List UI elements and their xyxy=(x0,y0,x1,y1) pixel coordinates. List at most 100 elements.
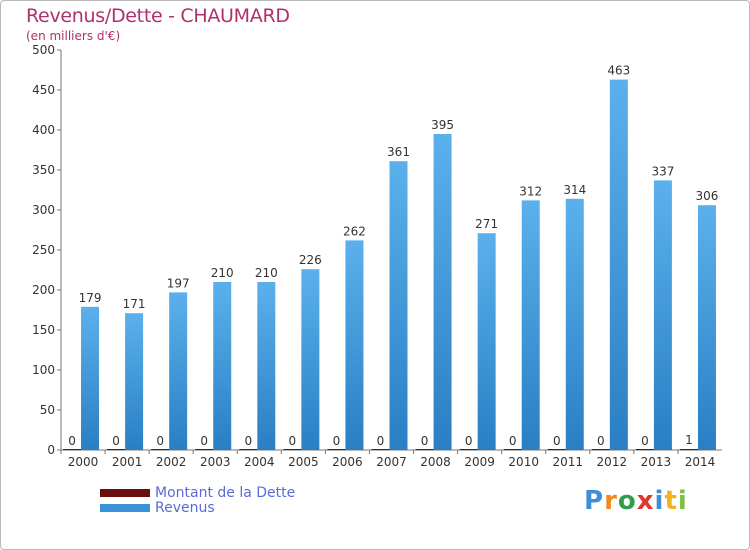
bar-revenus xyxy=(609,79,628,450)
bar-revenus xyxy=(81,306,100,450)
legend-label-dette: Montant de la Dette xyxy=(155,485,296,501)
logo-letter: t xyxy=(664,486,678,516)
data-label-dette: 0 xyxy=(156,434,164,448)
bar-dette xyxy=(547,449,566,450)
y-tick-label: 0 xyxy=(47,443,55,457)
data-label-revenus: 210 xyxy=(255,266,278,280)
data-label-dette: 0 xyxy=(465,434,473,448)
y-tick-label: 500 xyxy=(32,43,55,57)
bar-dette xyxy=(63,449,82,450)
y-tick-label: 150 xyxy=(32,323,55,337)
bar-revenus xyxy=(125,313,144,450)
bar-revenus xyxy=(653,180,672,450)
chart-subtitle: (en milliers d'€) xyxy=(26,29,121,43)
data-label-dette: 0 xyxy=(597,434,605,448)
data-label-revenus: 463 xyxy=(607,64,630,78)
data-label-revenus: 395 xyxy=(431,118,454,132)
legend-swatch-revenus xyxy=(100,504,150,512)
data-label-revenus: 271 xyxy=(475,217,498,231)
logo-letter: i xyxy=(677,486,688,516)
x-tick-label: 2006 xyxy=(332,455,363,469)
bar-dette xyxy=(415,449,434,450)
data-label-revenus: 197 xyxy=(167,276,190,290)
data-label-dette: 0 xyxy=(553,434,561,448)
bar-dette xyxy=(195,449,214,450)
bar-revenus xyxy=(477,233,496,450)
logo-letter: r xyxy=(604,486,618,516)
chart-title: Revenus/Dette - CHAUMARD xyxy=(26,5,290,27)
logo-letter: x xyxy=(636,486,655,516)
data-label-revenus: 306 xyxy=(696,189,719,203)
data-label-revenus: 337 xyxy=(651,164,674,178)
data-label-dette: 0 xyxy=(244,434,252,448)
data-label-revenus: 312 xyxy=(519,184,542,198)
bar-revenus xyxy=(301,269,320,450)
bar-dette xyxy=(107,449,126,450)
logo-letter: o xyxy=(617,486,637,516)
y-tick-label: 100 xyxy=(32,363,55,377)
bar-revenus xyxy=(389,161,408,450)
data-label-dette: 0 xyxy=(641,434,649,448)
bar-revenus xyxy=(213,282,232,450)
data-label-revenus: 171 xyxy=(123,297,146,311)
bar-dette xyxy=(635,449,654,450)
data-label-dette: 1 xyxy=(685,433,693,447)
y-tick-label: 50 xyxy=(40,403,55,417)
x-tick-label: 2002 xyxy=(156,455,187,469)
bar-revenus xyxy=(257,282,276,450)
data-label-revenus: 179 xyxy=(79,291,102,305)
bar-revenus xyxy=(433,134,452,450)
bar-dette xyxy=(239,449,258,450)
bar-revenus xyxy=(169,292,188,450)
bar-dette xyxy=(371,449,390,450)
data-label-dette: 0 xyxy=(421,434,429,448)
data-label-dette: 0 xyxy=(509,434,517,448)
bar-revenus xyxy=(345,240,364,450)
bar-dette xyxy=(459,449,478,450)
bar-revenus xyxy=(565,198,584,450)
x-tick-label: 2004 xyxy=(244,455,275,469)
y-tick-label: 300 xyxy=(32,203,55,217)
bar-dette xyxy=(503,449,522,450)
x-tick-label: 2005 xyxy=(288,455,319,469)
data-label-revenus: 210 xyxy=(211,266,234,280)
x-tick-label: 2012 xyxy=(597,455,628,469)
y-tick-label: 200 xyxy=(32,283,55,297)
x-tick-label: 2010 xyxy=(508,455,539,469)
x-tick-label: 2014 xyxy=(685,455,716,469)
data-label-revenus: 262 xyxy=(343,224,366,238)
legend-label-revenus: Revenus xyxy=(155,500,215,516)
bar-dette xyxy=(591,449,610,450)
legend-swatch-dette xyxy=(100,489,150,497)
x-tick-label: 2000 xyxy=(68,455,99,469)
x-tick-label: 2011 xyxy=(552,455,583,469)
data-label-dette: 0 xyxy=(333,434,341,448)
x-tick-label: 2013 xyxy=(641,455,672,469)
x-tick-label: 2007 xyxy=(376,455,407,469)
data-label-dette: 0 xyxy=(377,434,385,448)
y-tick-label: 250 xyxy=(32,243,55,257)
y-tick-label: 450 xyxy=(32,83,55,97)
y-tick-label: 350 xyxy=(32,163,55,177)
logo-letter: P xyxy=(584,486,605,516)
x-tick-label: 2003 xyxy=(200,455,231,469)
x-tick-label: 2008 xyxy=(420,455,451,469)
bar-dette xyxy=(679,449,698,450)
data-label-dette: 0 xyxy=(200,434,208,448)
data-label-revenus: 314 xyxy=(563,183,586,197)
bar-dette xyxy=(283,449,302,450)
data-label-dette: 0 xyxy=(68,434,76,448)
bar-dette xyxy=(151,449,170,450)
bar-revenus xyxy=(521,200,540,450)
y-tick-label: 400 xyxy=(32,123,55,137)
bar-dette xyxy=(327,449,346,450)
data-label-revenus: 361 xyxy=(387,145,410,159)
data-label-revenus: 226 xyxy=(299,253,322,267)
x-tick-label: 2001 xyxy=(112,455,143,469)
x-tick-label: 2009 xyxy=(464,455,495,469)
logo-letter: i xyxy=(654,486,665,516)
data-label-dette: 0 xyxy=(112,434,120,448)
proxiti-logo: Proxiti xyxy=(584,486,688,516)
bar-revenus xyxy=(697,205,716,450)
